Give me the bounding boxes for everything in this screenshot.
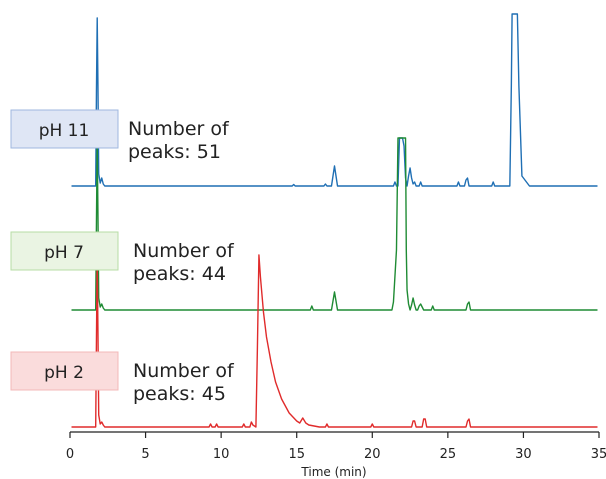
sample-label-box <box>10 109 119 149</box>
peak-count-label: Number of <box>133 360 235 382</box>
peak-count-label: Number of <box>128 118 230 140</box>
x-axis: 0 5 10 15 20 25 30 35 <box>66 431 606 462</box>
sample-label-text: pH 7 <box>44 243 84 263</box>
peak-count-value: peaks: 45 <box>133 383 226 405</box>
sample-label-box <box>10 351 119 391</box>
trace-group <box>71 13 598 428</box>
sample-label-box <box>10 231 119 271</box>
x-tick-label: 5 <box>141 447 149 462</box>
sample-label-text: pH 2 <box>44 363 84 383</box>
x-tick-label: 25 <box>440 447 457 462</box>
x-tick-label: 35 <box>591 447 606 462</box>
x-tick-label: 30 <box>515 447 532 462</box>
series-line <box>71 137 598 311</box>
peak-count-value: peaks: 44 <box>133 263 226 285</box>
x-tick-label: 0 <box>66 447 74 462</box>
peak-count-value: peaks: 51 <box>128 141 221 163</box>
series-line <box>71 13 598 187</box>
x-tick-label: 20 <box>364 447 381 462</box>
peak-count-label: Number of <box>133 240 235 262</box>
x-tick-label: 10 <box>213 447 230 462</box>
x-axis-title: Time (min) <box>300 465 366 479</box>
series-line <box>71 254 598 428</box>
x-tick-label: 15 <box>288 447 305 462</box>
sample-label-text: pH 11 <box>39 121 90 141</box>
